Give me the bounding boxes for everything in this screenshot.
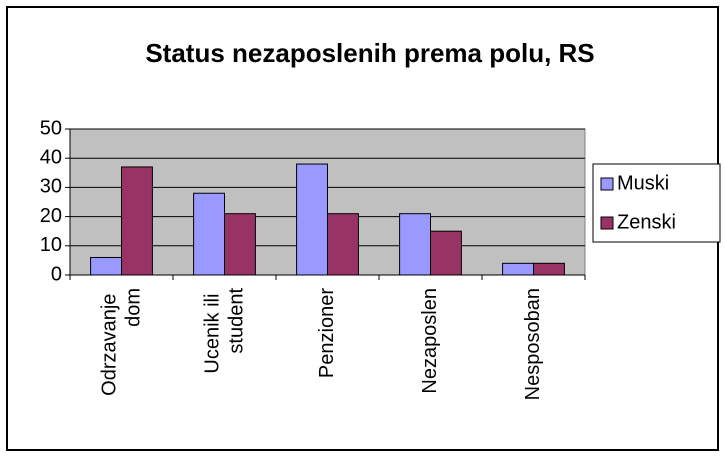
bar — [193, 192, 226, 276]
y-tick-label: 40 — [40, 146, 62, 168]
legend-label: Muski — [617, 172, 669, 194]
x-tick-label-line: dom — [123, 288, 145, 327]
x-tick-label: Odrzavanje dom — [99, 288, 145, 396]
x-tick-label: Nesposoban — [522, 288, 544, 400]
y-tick-label: 0 — [51, 263, 62, 285]
x-tick-label-line: student — [226, 288, 248, 354]
y-tick-label: 20 — [40, 205, 62, 227]
legend-swatch — [600, 216, 614, 230]
bar — [430, 230, 462, 276]
x-tick-label: Nezaposlen — [419, 288, 441, 394]
bar — [224, 213, 256, 276]
bar — [121, 166, 153, 276]
bar — [533, 262, 565, 276]
y-tick-label: 10 — [40, 234, 62, 256]
y-tick-label: 50 — [40, 117, 62, 139]
legend-box — [592, 163, 721, 243]
x-tick-label: Ucenik ili student — [202, 288, 248, 374]
bar — [296, 163, 329, 276]
bar — [502, 262, 535, 276]
x-tick-label-line: Ucenik ili — [202, 288, 224, 374]
legend-label: Zenski — [617, 211, 676, 233]
bar — [399, 213, 432, 276]
bar — [327, 213, 359, 276]
legend-swatch — [600, 177, 614, 191]
x-tick-label: Penzioner — [316, 288, 338, 378]
x-tick-label-line: Odrzavanje — [99, 288, 121, 396]
bar — [90, 256, 122, 276]
y-tick-label: 30 — [40, 176, 62, 198]
chart-title: Status nezaposlenih prema polu, RS — [145, 38, 594, 68]
